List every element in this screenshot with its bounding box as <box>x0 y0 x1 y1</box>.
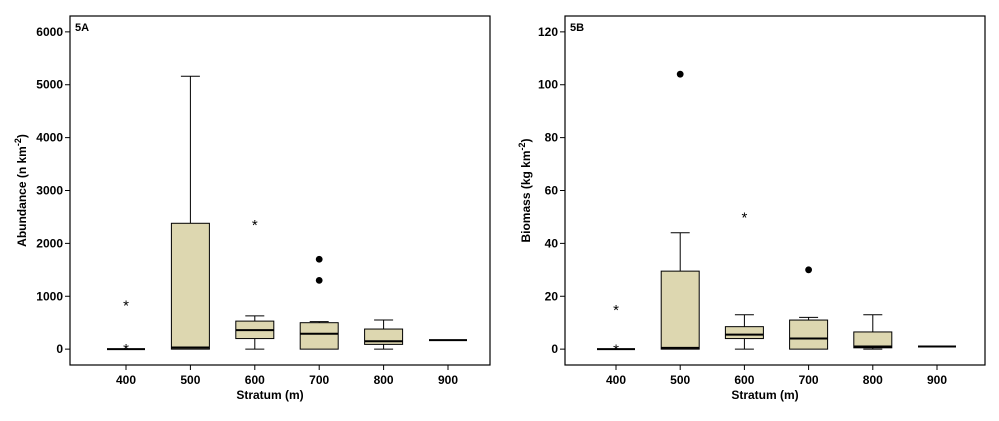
x-tick-label: 600 <box>734 373 754 387</box>
y-tick-label: 20 <box>545 289 559 303</box>
y-axis-label-close: ) <box>519 138 533 142</box>
y-tick-label: 5000 <box>36 78 63 92</box>
box-body <box>660 270 700 350</box>
outlier-point <box>805 266 812 274</box>
box-700 <box>299 255 339 350</box>
box-body <box>853 331 893 349</box>
panel-label: 5B <box>570 22 584 34</box>
y-axis-label-superscript: -2 <box>517 142 527 150</box>
box-800 <box>853 314 893 350</box>
panel-5b: 5B 0 20 40 60 80 100 120 400 500 600 700 800 900 Strat… <box>517 15 986 402</box>
box-body <box>299 322 339 350</box>
x-axis-label: Stratum (m) <box>731 388 798 402</box>
y-tick-label: 0 <box>56 342 63 356</box>
x-tick-label: 800 <box>374 373 394 387</box>
box-800 <box>364 319 404 350</box>
box-400: ** <box>597 302 635 358</box>
box-600: * <box>235 217 275 350</box>
y-tick-label: 6000 <box>36 25 63 39</box>
plot-frame <box>69 15 491 366</box>
y-axis-label: Abundance (n km-2) <box>13 134 29 247</box>
box-600: * <box>724 209 764 350</box>
x-tick-label: 600 <box>245 373 265 387</box>
y-axis-label-main: Abundance (n km <box>15 146 29 247</box>
y-tick-label: 120 <box>538 25 558 39</box>
x-tick-label: 400 <box>606 373 626 387</box>
x-tick-label: 800 <box>863 373 883 387</box>
extreme-point: * <box>613 341 619 358</box>
x-tick-label: 700 <box>799 373 819 387</box>
y-tick-label: 3000 <box>36 184 63 198</box>
x-tick-label: 900 <box>438 373 458 387</box>
y-tick-label: 40 <box>545 236 559 250</box>
y-tick-label: 1000 <box>36 289 63 303</box>
x-tick-label: 500 <box>180 373 200 387</box>
y-axis-label-main: Biomass (kg km <box>519 150 533 242</box>
panel-label: 5A <box>75 22 89 34</box>
y-tick-label: 60 <box>545 184 559 198</box>
box-body <box>724 326 764 340</box>
y-tick-label: 0 <box>551 342 558 356</box>
x-tick-label: 900 <box>927 373 947 387</box>
extreme-point: * <box>252 217 258 234</box>
y-tick-label: 100 <box>538 78 558 92</box>
plot-frame <box>564 15 986 366</box>
box-400: ** <box>107 298 145 358</box>
y-axis-label: Biomass (kg km-2) <box>517 138 533 242</box>
panel-5a: 5A 0 1000 2000 3000 4000 5000 6000 400 500 600 700 8… <box>13 15 491 402</box>
y-axis-label-superscript: -2 <box>13 138 23 146</box>
y-tick-label: 4000 <box>36 131 63 145</box>
y-tick-label: 80 <box>545 131 559 145</box>
box-700 <box>789 266 829 350</box>
x-tick-label: 500 <box>670 373 690 387</box>
extreme-point: * <box>613 302 619 319</box>
box-500 <box>660 70 700 350</box>
box-body <box>170 222 210 350</box>
outlier-point <box>315 276 323 284</box>
box-500 <box>170 75 210 350</box>
extreme-point: * <box>741 209 747 226</box>
outlier-point <box>315 255 323 263</box>
extreme-point: * <box>123 298 129 315</box>
x-tick-label: 700 <box>309 373 329 387</box>
x-tick-label: 400 <box>116 373 136 387</box>
extreme-point: * <box>123 341 129 358</box>
y-axis-label-close: ) <box>15 134 29 138</box>
y-tick-label: 2000 <box>36 236 63 250</box>
x-axis-label: Stratum (m) <box>236 388 303 402</box>
box-body <box>789 319 829 350</box>
outlier-point <box>676 70 684 78</box>
